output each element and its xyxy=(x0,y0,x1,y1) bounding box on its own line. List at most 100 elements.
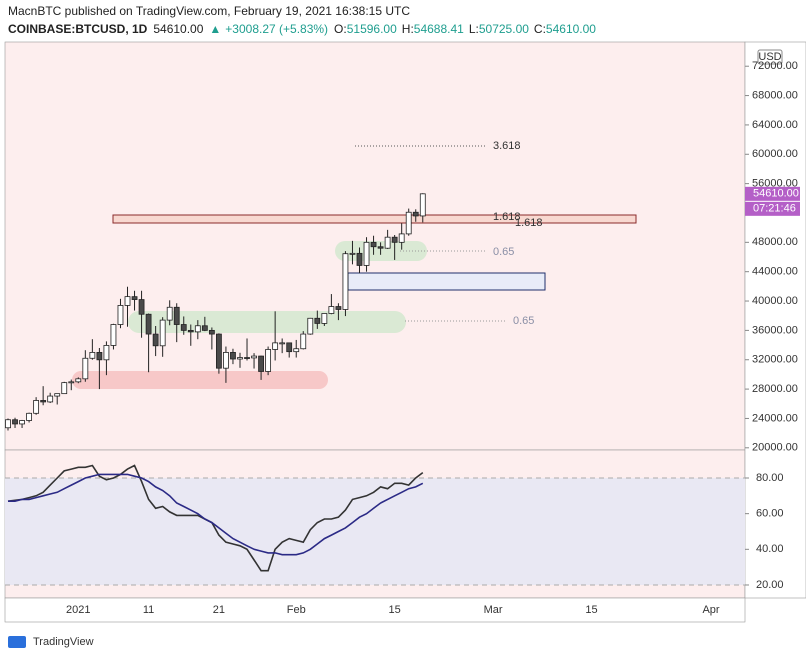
x-tick-label: 21 xyxy=(213,604,225,616)
low: 50725.00 xyxy=(479,22,529,36)
y-tick-label: 20000.00 xyxy=(752,442,798,454)
logo-icon xyxy=(8,636,26,648)
highlight-red xyxy=(72,371,328,389)
candle-body xyxy=(419,193,426,217)
candle-body xyxy=(328,306,335,314)
change: +3008.27 (+5.83%) xyxy=(225,22,328,36)
candle-body xyxy=(110,324,117,346)
candle-body xyxy=(370,241,377,248)
y-tick-label: 40000.00 xyxy=(752,295,798,307)
fib-label: 3.618 xyxy=(493,140,521,152)
candle-body xyxy=(237,357,243,360)
candle-body xyxy=(405,211,412,235)
candle-body xyxy=(363,241,370,266)
candle-body xyxy=(391,236,398,243)
y-tick-label: 24000.00 xyxy=(752,412,798,424)
candle-body xyxy=(230,352,236,360)
y-tick-label: 64000.00 xyxy=(752,119,798,131)
y-tick-label: 28000.00 xyxy=(752,383,798,395)
fib-label: 0.65 xyxy=(493,246,514,258)
symbol: COINBASE:BTCUSD, 1D xyxy=(8,22,148,36)
x-tick-label: 11 xyxy=(143,604,154,616)
candle-body xyxy=(159,319,166,347)
candle-body xyxy=(321,313,328,324)
candle-body xyxy=(258,355,264,372)
candle-body xyxy=(398,233,405,243)
currency-box xyxy=(757,49,783,65)
candle-body xyxy=(251,355,257,359)
candle-body xyxy=(33,400,40,414)
publisher-line: MacnBTC published on TradingView.com, Fe… xyxy=(8,4,410,18)
candle-body xyxy=(265,349,272,372)
candle-body xyxy=(12,419,18,425)
candle-body xyxy=(307,317,314,335)
candle-body xyxy=(286,342,293,353)
y-tick-label: 44000.00 xyxy=(752,266,798,278)
fib-label: 1.618 xyxy=(493,211,521,223)
x-tick-label: Mar xyxy=(484,604,503,616)
symbol-line: COINBASE:BTCUSD, 1D 54610.00 ▲ +3008.27 (+5… xyxy=(8,22,596,36)
countdown-marker xyxy=(745,201,800,216)
y-tick-label: 80.00 xyxy=(756,472,784,484)
candle-body xyxy=(47,395,54,403)
rsi-line xyxy=(7,464,424,572)
rsi-line xyxy=(8,473,424,556)
candle-body xyxy=(117,305,124,325)
candle-body xyxy=(279,342,286,345)
candle-body xyxy=(335,306,342,310)
h-label: H: xyxy=(402,22,414,36)
rsi-band xyxy=(5,477,745,585)
y-tick-label: 20.00 xyxy=(756,579,784,591)
candle-body xyxy=(300,333,307,350)
y-tick-label: 60.00 xyxy=(756,508,784,520)
price-axis xyxy=(744,41,806,599)
o-label: O: xyxy=(334,22,347,36)
last-price-marker xyxy=(745,186,800,201)
candle-body xyxy=(103,345,110,361)
open: 51596.00 xyxy=(347,22,397,36)
countdown-label: 07:21:46 xyxy=(753,203,796,215)
candle-body xyxy=(384,236,391,249)
x-tick-label: 15 xyxy=(585,604,597,616)
candle-body xyxy=(89,352,96,359)
candle-body xyxy=(223,352,229,369)
brand: TradingView xyxy=(33,636,94,648)
x-tick-label: Apr xyxy=(702,604,719,616)
candle-body xyxy=(293,348,300,353)
candle-body xyxy=(342,253,349,310)
fib-label: 1.618 xyxy=(515,217,543,229)
y-tick-label: 48000.00 xyxy=(752,236,798,248)
y-tick-label: 72000.00 xyxy=(752,60,798,72)
zone-blue xyxy=(347,272,546,291)
c-label: C: xyxy=(534,22,546,36)
close: 54610.00 xyxy=(546,22,596,36)
l-label: L: xyxy=(469,22,479,36)
candle-body xyxy=(96,352,103,361)
candle-body xyxy=(26,412,32,421)
candle-body xyxy=(356,252,363,266)
candle-body xyxy=(166,306,173,321)
y-tick-label: 40.00 xyxy=(756,543,784,555)
fib-label: 0.65 xyxy=(513,315,534,327)
y-tick-label: 68000.00 xyxy=(752,89,798,101)
x-tick-label: 15 xyxy=(389,604,401,616)
y-tick-label: 56000.00 xyxy=(752,178,798,190)
candle-body xyxy=(349,252,356,255)
candle-body xyxy=(131,296,138,300)
currency: USD xyxy=(758,51,781,63)
candle-body xyxy=(145,313,152,335)
candle-body xyxy=(19,420,25,425)
time-axis xyxy=(4,597,746,623)
candle-body xyxy=(215,333,222,369)
y-tick-label: 60000.00 xyxy=(752,148,798,160)
candle-body xyxy=(244,357,250,359)
candle-body xyxy=(314,317,321,324)
candle-body xyxy=(180,324,187,331)
logo: TradingView xyxy=(8,636,94,648)
candle-body xyxy=(187,329,194,333)
candle-body xyxy=(82,357,89,380)
candle-body xyxy=(75,378,82,383)
high: 54688.41 xyxy=(414,22,464,36)
x-tick-label: Feb xyxy=(287,604,306,616)
candle-body xyxy=(412,211,419,217)
